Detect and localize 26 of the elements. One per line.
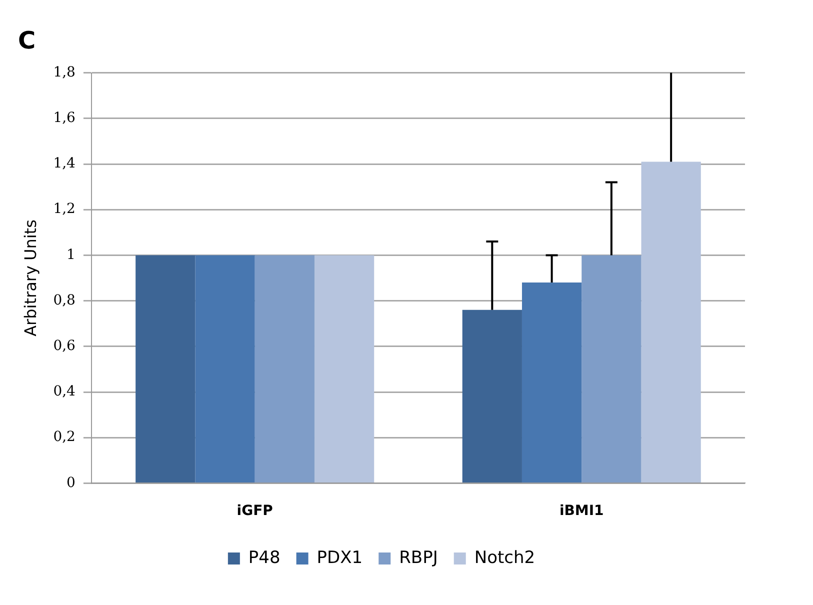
y-tick-label: 0 [66,474,76,491]
bar [314,255,374,482]
chart-title: C [18,26,36,55]
y-tick-label: 0,6 [53,338,76,354]
y-tick-label: 0,4 [53,384,76,400]
bar [462,310,522,482]
bar [582,255,642,482]
x-tick-label: iBMI1 [559,503,604,520]
legend-label: P48 [248,548,280,568]
legend-label: PDX1 [316,548,363,568]
y-tick-label: 1,4 [53,156,76,172]
bar [136,255,196,482]
y-axis-title: Arbitrary Units [20,220,40,336]
x-tick-label: iGFP [236,503,273,520]
y-tick-label: 1,8 [53,64,76,80]
y-tick-label: 0,2 [53,429,76,446]
y-tick-label: 1,2 [53,201,76,218]
legend-label: RBPJ [399,548,438,568]
bar [522,282,582,482]
y-tick-label: 0,8 [53,292,76,308]
bar [195,255,255,482]
y-tick-label: 1 [66,246,76,263]
bar [254,255,314,482]
y-tick-label: 1,6 [53,110,76,126]
legend-label: Notch2 [474,548,536,568]
bar [641,162,701,482]
